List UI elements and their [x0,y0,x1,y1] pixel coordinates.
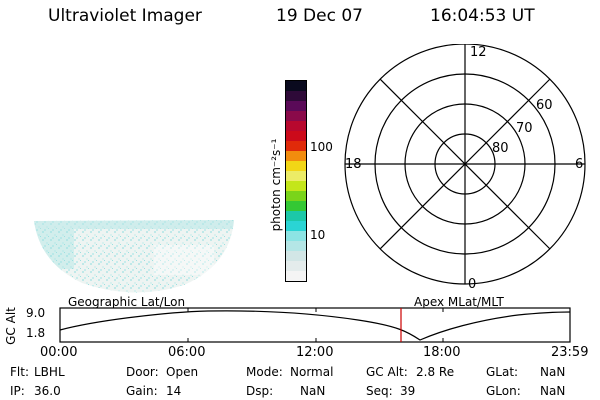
colorbar-segment [286,231,306,241]
colorbar-segment [286,261,306,271]
colorbar-segment [286,121,306,131]
colorbar-segment [286,271,306,281]
orbit-xtick-1200: 12:00 [296,345,334,360]
colorbar-segment [286,211,306,221]
geographic-label: Geographic Lat/Lon [68,295,186,309]
colorbar-tick-10: 10 [310,228,326,242]
mlt-label-18: 18 [345,157,362,172]
colorbar-segment [286,141,306,151]
mlt-label-12: 12 [470,45,487,60]
header-date: 19 Dec 07 [276,6,363,26]
status-seq-key: Seq: [366,384,393,398]
orbit-ylabel: GC Alt [4,307,18,345]
status-glat-value: NaN [540,365,566,379]
orbit-xtick-2359: 23:59 [551,345,589,360]
status-mode-key: Mode: [246,365,283,379]
status-dsp-key: Dsp: [246,384,274,398]
uv-image-swath [34,220,234,293]
status-gcalt-value: 2.8 Re [416,365,455,379]
colorbar-segment [286,171,306,181]
orbit-ytick-1-8: 1.8 [26,326,46,340]
orbit-xtick-0600: 06:00 [168,345,206,360]
polar-diagonal-2 [379,78,551,250]
status-flt-value: LBHL [34,365,65,379]
header-time: 16:04:53 UT [430,6,535,26]
status-gain-key: Gain: [126,384,158,398]
colorbar [285,80,307,282]
status-ip-key: IP: [10,384,25,398]
colorbar-segment [286,251,306,261]
status-gain-value: 14 [166,384,182,398]
colorbar-segment [286,131,306,141]
status-door-value: Open [166,365,199,379]
status-ip-value: 36.0 [34,384,61,398]
polar-grid: 12 18 6 0 60 70 80 [344,44,586,290]
orbit-plot-frame [59,307,571,343]
colorbar-segment [286,91,306,101]
status-glon-key: GLon: [486,384,521,398]
orbit-xtick-0000: 00:00 [40,345,78,360]
status-glat-key: GLat: [486,365,519,379]
status-glon-value: NaN [540,384,566,398]
colorbar-segment [286,241,306,251]
colorbar-tick-100: 100 [310,140,333,154]
status-seq-value: 39 [400,384,416,398]
app-title: Ultraviolet Imager [48,6,202,26]
status-gcalt-key: GC Alt: [366,365,408,379]
mlt-label-6: 6 [575,157,583,172]
colorbar-segment [286,151,306,161]
colorbar-segment [286,111,306,121]
colorbar-segment [286,191,306,201]
colorbar-unit-label: photon cm⁻²s⁻¹ [269,138,283,232]
mlt-label-0: 0 [468,277,476,290]
status-dsp-value: NaN [300,384,326,398]
orbit-altitude-curve [59,310,571,341]
status-mode-value: Normal [290,365,334,379]
orbit-ytick-9: 9.0 [26,306,46,320]
mlat-label-70: 70 [516,121,533,136]
orbit-altitude-plot [59,307,571,343]
mlat-label-60: 60 [536,98,553,113]
mlat-label-80: 80 [492,141,509,156]
colorbar-segment [286,101,306,111]
status-door-key: Door: [126,365,159,379]
colorbar-segment [286,161,306,171]
apex-label: Apex MLat/MLT [414,295,504,309]
colorbar-segment [286,221,306,231]
colorbar-segment [286,181,306,191]
status-flt-key: Flt: [10,365,29,379]
colorbar-segment [286,201,306,211]
orbit-xtick-1800: 18:00 [423,345,461,360]
colorbar-segment [286,81,306,91]
